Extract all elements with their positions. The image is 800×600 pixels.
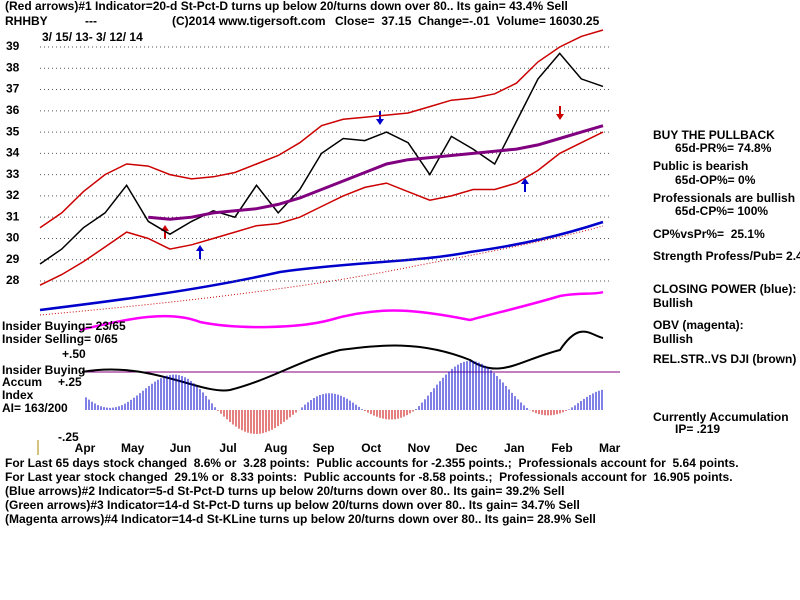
indicator-label: AI= 163/200 (2, 401, 68, 415)
side-note: 65d-PR%= 74.8% (675, 141, 772, 155)
indicator-label: Insider Selling= 0/65 (2, 332, 118, 346)
side-note: IP= .219 (675, 422, 720, 436)
x-tick-label: May (121, 441, 145, 455)
y-tick-label: 30 (6, 231, 20, 245)
y-tick-label: 35 (6, 124, 20, 138)
header-line: (Red arrows)#1 Indicator=20-d St-Pct-D t… (5, 0, 568, 13)
sell-arrow (556, 106, 564, 120)
date-range: 3/ 15/ 13- 3/ 12/ 14 (42, 30, 143, 44)
side-note: Strength Profess/Pub= 2.4 (653, 249, 800, 263)
indicator-label: +.25 (58, 375, 82, 389)
x-tick-label: Jun (170, 441, 191, 455)
side-note: Professionals are bullish (653, 191, 795, 205)
side-note: BUY THE PULLBACK (653, 128, 775, 142)
series-line (148, 124, 604, 221)
indicator-label: Insider Buying= 23/65 (2, 319, 126, 333)
indicator-label: Insider Buying (2, 363, 85, 377)
x-tick-label: Feb (551, 441, 572, 455)
x-tick-label: Dec (456, 441, 478, 455)
x-tick-label: Mar (599, 441, 621, 455)
rel-strength (81, 330, 604, 392)
side-note: REL.STR..VS DJI (brown) (653, 352, 796, 366)
side-note: 65d-OP%= 0% (675, 173, 756, 187)
side-note: CLOSING POWER (blue): (653, 282, 796, 296)
y-tick-label: 28 (6, 273, 20, 287)
x-tick-label: Jan (504, 441, 525, 455)
y-tick-label: 36 (6, 103, 20, 117)
buy-arrow (521, 178, 529, 192)
symbol: RHHBY (5, 14, 48, 28)
side-note: CP%vsPr%= 25.1% (653, 227, 765, 241)
side-note: Bullish (653, 332, 693, 346)
cp-average (39, 225, 604, 316)
x-tick-label: Apr (75, 441, 96, 455)
closing-power (39, 220, 604, 312)
indicator-label: Accum (2, 375, 42, 389)
side-note: Bullish (653, 296, 693, 310)
indicator-label: -.25 (58, 430, 79, 444)
buy-arrow (196, 245, 204, 259)
y-tick-label: 34 (6, 146, 20, 160)
sell-arrow (376, 111, 384, 125)
y-tick-label: 33 (6, 167, 20, 181)
indicator-curves (39, 220, 604, 435)
y-tick-label: 39 (6, 39, 20, 53)
x-tick-label: Oct (361, 441, 381, 455)
series-line (39, 131, 604, 286)
side-note: OBV (magenta): (653, 318, 744, 332)
copyright: (C)2014 www.tigersoft.com (172, 14, 326, 28)
x-tick-label: Sep (312, 441, 334, 455)
side-note: Public is bearish (653, 159, 748, 173)
footer-line: (Magenta arrows)#4 Indicator=14-d St-KLi… (5, 512, 596, 526)
footer-line: For Last year stock changed 29.1% or 8.3… (5, 470, 733, 484)
obv (79, 290, 604, 332)
footer-line: (Green arrows)#3 Indicator=14-d St-Pct-D… (5, 498, 580, 512)
header-dash: --- (85, 14, 97, 28)
x-tick-label: Aug (264, 441, 287, 455)
series-line (39, 29, 604, 229)
y-tick-label: 32 (6, 188, 20, 202)
footer-line: (Blue arrows)#2 Indicator=5-d St-Pct-D t… (5, 484, 564, 498)
footer-line: For Last 65 days stock changed 8.6% or 3… (5, 456, 739, 470)
y-tick-label: 29 (6, 252, 20, 266)
series-line (39, 52, 604, 265)
y-tick-label: 31 (6, 209, 20, 223)
x-tick-label: Jul (219, 441, 236, 455)
quote: Close= 37.15 Change=-.01 Volume= 16030.2… (335, 14, 600, 28)
side-note: Currently Accumulation (653, 410, 789, 424)
indicator-label: +.50 (62, 347, 86, 361)
y-tick-label: 38 (6, 60, 20, 74)
x-tick-label: Nov (408, 441, 431, 455)
y-tick-label: 37 (6, 82, 20, 96)
side-note: 65d-CP%= 100% (675, 204, 768, 218)
indicator-label: Index (2, 388, 34, 402)
